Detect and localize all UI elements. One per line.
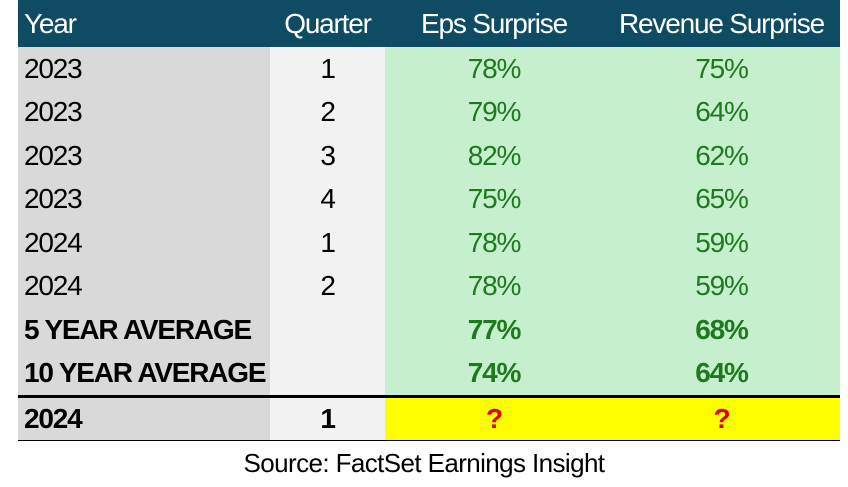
- revenue-cell: 62%: [603, 134, 840, 178]
- quarter-cell: 2: [270, 90, 385, 134]
- source-note: Source: FactSet Earnings Insight: [243, 447, 605, 478]
- header-cell: Year: [18, 0, 270, 47]
- quarter-cell: [270, 308, 385, 352]
- quarter-cell: 1: [270, 221, 385, 265]
- year-cell: 2024: [18, 221, 270, 265]
- eps-cell: 78%: [385, 47, 603, 91]
- year-cell: 2024: [18, 264, 270, 308]
- eps-cell: 78%: [385, 264, 603, 308]
- revenue-cell: 65%: [603, 177, 840, 221]
- quarter-cell: 1: [270, 47, 385, 91]
- year-cell: 2023: [18, 134, 270, 178]
- eps-cell: 79%: [385, 90, 603, 134]
- revenue-cell: 75%: [603, 47, 840, 91]
- header-cell: Eps Surprise: [385, 0, 603, 47]
- header-cell: Revenue Surprise: [603, 0, 840, 47]
- revenue-cell: 59%: [603, 221, 840, 265]
- revenue-cell: 68%: [603, 308, 840, 352]
- quarter-cell: 4: [270, 177, 385, 221]
- year-cell: 2023: [18, 90, 270, 134]
- quarter-cell: 2: [270, 264, 385, 308]
- bottom-rule: [18, 440, 840, 441]
- year-cell: 2023: [18, 177, 270, 221]
- year-cell: 10 YEAR AVERAGE: [18, 351, 270, 395]
- revenue-cell: 64%: [603, 351, 840, 395]
- revenue-cell: 59%: [603, 264, 840, 308]
- eps-cell: 74%: [385, 351, 603, 395]
- year-cell: 2023: [18, 47, 270, 91]
- year-cell: 5 YEAR AVERAGE: [18, 308, 270, 352]
- final-quarter-cell: 1: [270, 398, 385, 440]
- eps-cell: 78%: [385, 221, 603, 265]
- eps-cell: 82%: [385, 134, 603, 178]
- revenue-cell: 64%: [603, 90, 840, 134]
- eps-cell: 75%: [385, 177, 603, 221]
- separator-rule: [18, 395, 840, 398]
- eps-cell: 77%: [385, 308, 603, 352]
- final-eps-cell: ?: [385, 398, 603, 440]
- quarter-cell: [270, 351, 385, 395]
- header-cell: Quarter: [270, 0, 385, 47]
- final-year-cell: 2024: [18, 398, 270, 440]
- final-revenue-cell: ?: [603, 398, 840, 440]
- quarter-cell: 3: [270, 134, 385, 178]
